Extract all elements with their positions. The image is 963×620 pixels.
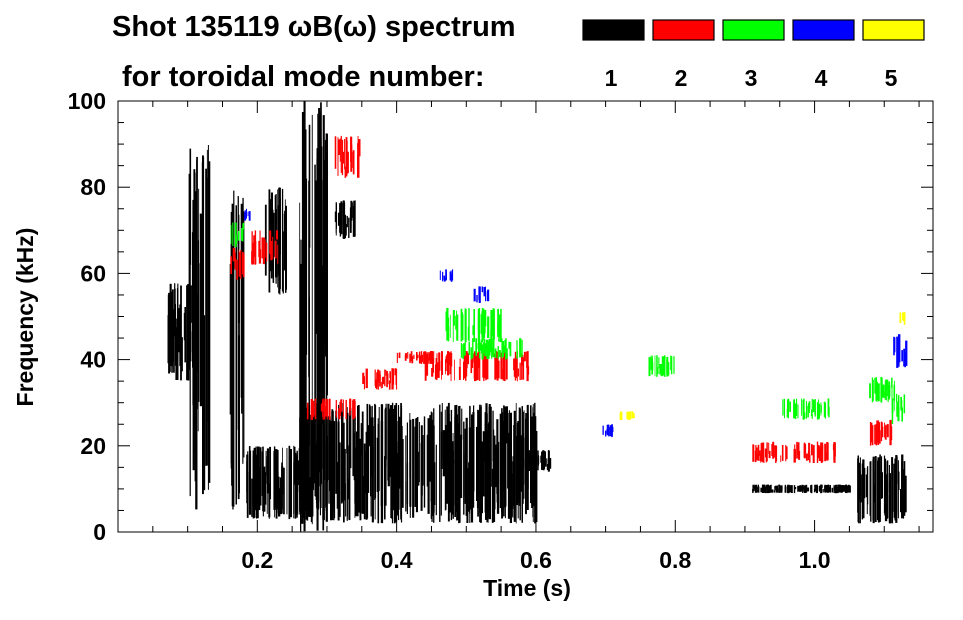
series-mode-5 (619, 312, 906, 420)
legend-label-mode-2: 2 (675, 65, 688, 91)
mode-3-band-5 (782, 398, 830, 420)
x-axis-label: Time (s) (483, 575, 571, 601)
y-tick-label-20: 20 (80, 433, 106, 459)
legend-swatch-mode-5 (862, 19, 925, 41)
legend-swatch-mode-4 (792, 19, 855, 41)
series-mode-3 (230, 222, 906, 424)
mode-4-band-5 (893, 334, 908, 368)
legend-label-mode-4: 4 (815, 65, 828, 91)
mode-1-band-6 (299, 101, 328, 532)
mode-5-band-2 (899, 312, 906, 325)
mode-1-band-7 (299, 402, 538, 524)
mode-2-band-8 (752, 441, 836, 463)
y-tick-label-80: 80 (80, 174, 106, 200)
mode-2-band-4 (306, 398, 356, 420)
legend-label-mode-1: 1 (605, 65, 618, 91)
mode-3-band-1 (230, 222, 245, 248)
series-mode-2 (230, 135, 893, 463)
legend-swatch-mode-2 (652, 19, 715, 41)
mode-1-band-9 (522, 450, 552, 472)
chart-title-line1: Shot 135119 ωB(ω) spectrum (112, 11, 516, 43)
x-tick-label-0.6: 0.6 (520, 547, 552, 573)
mode-2-band-5 (362, 368, 398, 390)
legend-swatch-mode-3 (722, 19, 785, 41)
mode-3-band-2 (445, 307, 502, 343)
mode-3-band-4 (648, 355, 675, 377)
mode-1-band-1 (167, 283, 204, 381)
series-mode-1 (167, 101, 907, 532)
x-tick-label-0.4: 0.4 (381, 547, 413, 573)
mode-4-band-2 (439, 269, 454, 282)
plot-area (167, 101, 908, 532)
y-tick-label-60: 60 (80, 260, 106, 286)
mode-4-band-4 (602, 424, 614, 438)
y-tick-label-100: 100 (68, 88, 106, 114)
mode-2-band-2 (251, 230, 279, 265)
mode-1-band-8 (334, 200, 356, 239)
legend: 1 2 3 4 5 (582, 19, 925, 91)
axes: 0 20 40 60 80 100 0.2 0.4 0.6 0.8 1.0 (68, 88, 934, 573)
y-axis-label: Frequency (kHz) (12, 228, 38, 407)
x-tick-label-0.8: 0.8 (659, 547, 691, 573)
chart-title-line2: for toroidal mode number: (122, 61, 485, 93)
mode-1-band-2 (188, 145, 211, 510)
y-tick-label-0: 0 (93, 519, 106, 545)
mode-2-band-7 (424, 351, 530, 382)
mode-4-band-1 (244, 208, 251, 221)
legend-label-mode-5: 5 (885, 65, 898, 91)
mode-2-band-9 (869, 419, 893, 446)
legend-swatch-mode-1 (582, 19, 645, 41)
x-tick-label-1.0: 1.0 (799, 547, 831, 573)
mode-1-band-10 (752, 484, 851, 494)
mode-1-band-11 (857, 454, 907, 524)
mode-1-band-4 (246, 445, 300, 520)
x-tick-label-0.2: 0.2 (241, 547, 273, 573)
mode-3-band-3 (460, 338, 523, 360)
mode-2-band-1 (230, 247, 245, 280)
legend-label-mode-3: 3 (745, 65, 758, 91)
mode-4-band-3 (473, 286, 490, 303)
mode-2-band-3 (334, 135, 361, 178)
mode-3-band-7 (891, 394, 906, 424)
mode-3-band-6 (869, 377, 898, 403)
mode-5-band-1 (619, 411, 635, 420)
y-tick-label-40: 40 (80, 347, 106, 373)
mode-1-band-3 (229, 190, 245, 510)
series-mode-4 (244, 208, 908, 438)
